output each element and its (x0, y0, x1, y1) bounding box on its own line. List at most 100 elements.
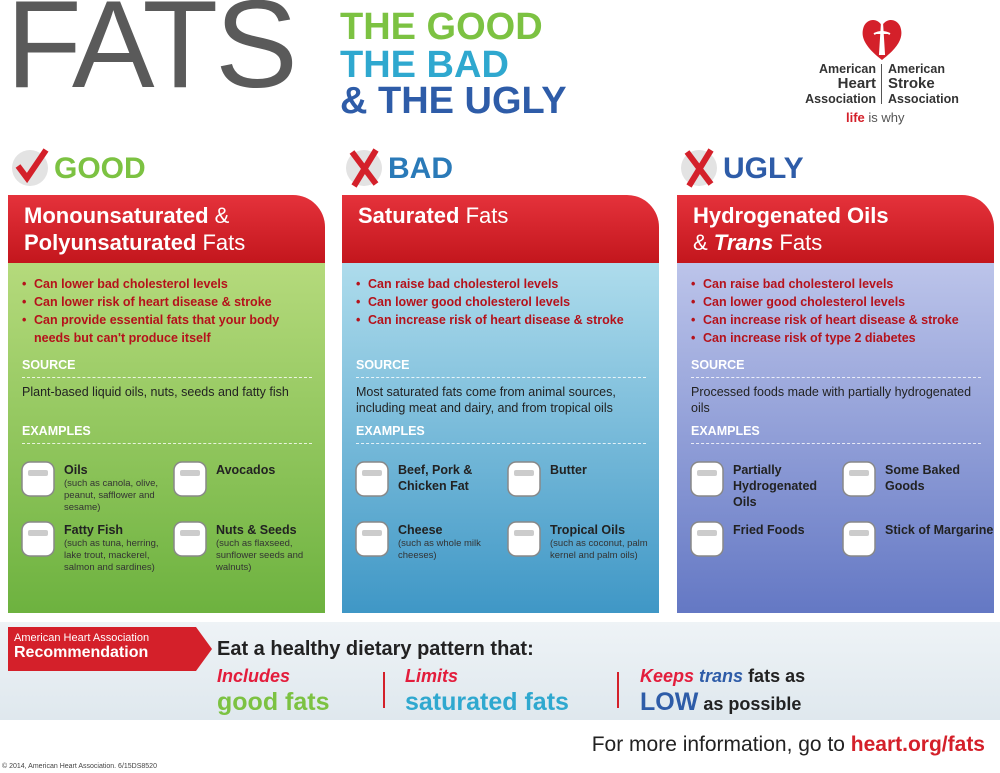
title-segment: Saturated (358, 203, 460, 228)
column-body: Can lower bad cholesterol levelsCan lowe… (8, 263, 325, 613)
section-rule (356, 443, 646, 444)
example-note: (such as whole milk cheeses) (398, 538, 481, 561)
title-segment: Hydrogenated Oils (693, 203, 889, 228)
title-line: Monounsaturated & (24, 202, 325, 229)
column-title: Hydrogenated Oils & Trans Fats (677, 195, 994, 263)
recommendation-segment: saturated fats (405, 688, 569, 716)
example-name: Avocados (216, 463, 276, 477)
logo-text: Association (888, 92, 959, 106)
column-title: Saturated Fats (342, 195, 659, 263)
recommendation-segment: Limits (405, 666, 459, 686)
recommendation-lead: Eat a healthy dietary pattern that: (217, 638, 534, 660)
badge-shape (8, 627, 212, 671)
example-note: (such as canola, olive, peanut, safflowe… (64, 478, 158, 513)
bullet: Can provide essential fats that your bod… (20, 311, 318, 347)
title-segment: Fats (459, 203, 509, 228)
verdict-mark (346, 148, 382, 188)
column-title: Monounsaturated & Polyunsaturated Fats (8, 195, 325, 263)
recommendation-segment: LOW (640, 688, 699, 716)
example: Nuts & Seeds (such as flaxseed, sunflower… (216, 522, 326, 574)
logo-stroke: American Stroke Association (888, 62, 959, 106)
example-icon (21, 521, 55, 557)
bullet-list: Can lower bad cholesterol levelsCan lowe… (20, 275, 318, 347)
example-name: Fatty Fish (64, 523, 124, 537)
source-text: Processed foods made with partially hydr… (691, 385, 972, 415)
bullet: Can lower good cholesterol levels (354, 293, 652, 311)
source-text: Most saturated fats come from animal sou… (356, 385, 616, 415)
section-label: SOURCE (22, 358, 76, 372)
verdict-mark (681, 148, 717, 188)
logo-text: Stroke (888, 75, 935, 92)
badge: American Heart Association Recommendatio… (14, 632, 149, 662)
recommendation-line: Includes (217, 664, 330, 690)
column-body: Can raise bad cholesterol levelsCan lowe… (342, 263, 659, 613)
title-line: & Trans Fats (693, 229, 994, 256)
footer: For more information, go to heart.org/fa… (592, 733, 985, 757)
title-segment: Monounsaturated (24, 203, 209, 228)
recommendation-line: Keeps trans fats as (640, 664, 805, 690)
title-segment: & (208, 203, 230, 228)
example-note: (such as flaxseed, sunflower seeds and w… (216, 538, 304, 573)
column-body: Can raise bad cholesterol levelsCan lowe… (677, 263, 994, 613)
example: Oils (such as canola, olive, peanut, saff… (64, 462, 172, 514)
copyright: © 2014, American Heart Association. 6/15… (2, 763, 157, 770)
subtitle-line: & THE UGLY (340, 80, 567, 122)
recommendation-segment: good fats (217, 688, 330, 716)
heart-logo (862, 20, 902, 60)
logo-text: Heart (837, 75, 876, 92)
example-name: Nuts & Seeds (216, 523, 297, 537)
recommendation-line: Limits (405, 664, 569, 690)
tagline-word: life (846, 110, 865, 125)
footer-link: heart.org/fats (850, 733, 985, 756)
bullet: Can increase risk of heart disease & str… (354, 311, 652, 329)
title-segment: Fats (773, 230, 823, 255)
title-segment: Fats (196, 230, 246, 255)
recommendation-segment: as possible (698, 694, 802, 714)
subtitle-line: THE GOOD (340, 6, 543, 48)
section-rule (691, 377, 981, 378)
example-note: (such as tuna, herring, lake trout, mack… (64, 538, 159, 573)
title-line: Polyunsaturated Fats (24, 229, 325, 256)
badge-text: American Heart Association (14, 632, 150, 644)
example: Tropical Oils (such as coconut, palm kern… (550, 522, 660, 562)
recommendation-line: saturated fats (405, 690, 569, 718)
bullet: Can raise bad cholesterol levels (689, 275, 987, 293)
bullet: Can lower risk of heart disease & stroke (20, 293, 318, 311)
verdict-mark (12, 148, 49, 186)
logo-text: Association (805, 92, 876, 106)
bullet: Can increase risk of heart disease & str… (689, 311, 987, 329)
recommendation-item: Keeps trans fats as LOW as possible (640, 664, 805, 718)
bullet: Can increase risk of type 2 diabetes (689, 329, 987, 347)
example-icon (690, 461, 724, 497)
bullet-list: Can raise bad cholesterol levelsCan lowe… (689, 275, 987, 347)
bullet: Can lower good cholesterol levels (689, 293, 987, 311)
bullet: Can lower bad cholesterol levels (20, 275, 318, 293)
title-segment: & (693, 230, 714, 255)
example-icon (842, 521, 876, 557)
section-label: EXAMPLES (22, 424, 91, 438)
verdict: GOOD (54, 152, 146, 185)
separator (383, 672, 385, 708)
example-icon (173, 461, 207, 497)
example-name: Fried Foods (733, 523, 805, 537)
subtitle-line: THE BAD (340, 44, 509, 86)
example-icon (173, 521, 207, 557)
footer-text: For more information, go to (591, 733, 851, 756)
example-name: Partially Hydrogenated Oils (733, 463, 818, 509)
example-icon (507, 461, 541, 497)
example: Cheese (such as whole milk cheeses) (398, 522, 506, 562)
recommendation-item: Limits saturated fats (405, 664, 569, 718)
verdict: BAD (388, 152, 453, 185)
example-icon (842, 461, 876, 497)
example-note: (such as coconut, palm kernel and palm o… (550, 538, 648, 561)
example-name: Tropical Oils (550, 523, 626, 537)
recommendation-segment: Includes (217, 666, 291, 686)
example-icon (507, 521, 541, 557)
section-label: EXAMPLES (356, 424, 425, 438)
recommendation-segment: trans (694, 666, 744, 686)
section-rule (691, 443, 981, 444)
recommendation-segment: fats as (743, 666, 806, 686)
section-rule (356, 377, 646, 378)
section-rule (22, 443, 312, 444)
